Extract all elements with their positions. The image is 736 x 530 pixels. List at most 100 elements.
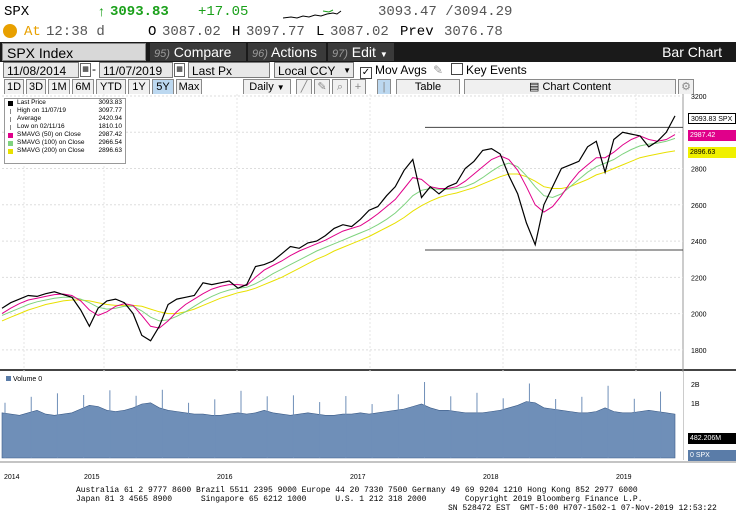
y-tick-label: 2000: [691, 312, 707, 319]
period-button-5y[interactable]: 5Y: [152, 79, 174, 95]
start-date: 11/08/2014: [7, 64, 67, 78]
chart-icon: ▤: [529, 81, 540, 93]
chart-title: Bar Chart: [662, 44, 722, 60]
legend-value: 3093.83: [98, 99, 123, 106]
sma200-tag-label: 2896.63: [690, 149, 716, 156]
annotate-button[interactable]: ✎: [314, 79, 330, 95]
price-field-select[interactable]: Last Px: [188, 62, 270, 78]
chart-content-button[interactable]: ▤ Chart Content: [464, 79, 676, 95]
line-style-button[interactable]: ╱: [296, 79, 312, 95]
x-tick-label: 2015: [84, 474, 100, 481]
end-date-field[interactable]: 11/07/2019: [99, 62, 173, 78]
low-label: L: [316, 24, 325, 40]
sma200-tag: 2896.63: [688, 147, 736, 158]
legend-label: Low on 02/11/16: [17, 123, 65, 130]
period-button-max[interactable]: Max: [176, 79, 202, 95]
open-value: 3087.02: [162, 24, 221, 40]
sparkline-icon: [283, 9, 342, 19]
compare-label: Compare: [173, 44, 232, 60]
zoom-button[interactable]: ⌕: [332, 79, 348, 95]
legend-swatch-icon: [10, 125, 11, 130]
volume-label: Volume: [12, 376, 37, 383]
crosshair-button[interactable]: +: [350, 79, 366, 95]
checkbox-icon: [451, 63, 463, 75]
function-toolbar: SPX Index 95) Compare 96) Actions ▼ 97) …: [0, 42, 736, 79]
calendar-icon[interactable]: ▦: [80, 63, 91, 77]
legend-swatch-icon: [8, 141, 13, 146]
dropdown-arrow-icon: ▼: [276, 83, 285, 92]
volume-tick-label: 1B: [691, 401, 700, 408]
volume-value: 0: [38, 376, 43, 383]
y-tick-label: 3200: [691, 94, 707, 101]
interval-button[interactable]: |: [377, 79, 391, 95]
actions-button[interactable]: 96) Actions ▼: [248, 43, 326, 79]
key-events-label: Key Events: [466, 63, 527, 77]
footer-line-2: Japan 81 3 4565 8900 Singapore 65 6212 1…: [76, 495, 643, 504]
edit-button[interactable]: 97) Edit ▼: [328, 43, 394, 61]
end-date: 11/07/2019: [103, 64, 163, 78]
high-label: H: [232, 24, 241, 40]
start-date-field[interactable]: 11/08/2014: [3, 62, 79, 78]
period-button-3d[interactable]: 3D: [26, 79, 46, 95]
legend-value: 2420.94: [98, 115, 123, 122]
legend-row: Low on 02/11/16 1810.10: [5, 123, 125, 131]
up-arrow-icon: ↑: [98, 3, 105, 19]
legend-swatch-icon: [10, 117, 11, 122]
high-value: 3097.77: [246, 24, 305, 40]
open-label: O: [148, 24, 157, 40]
zero-tag: 0 SPX: [688, 450, 736, 461]
table-button[interactable]: Table: [396, 79, 460, 95]
pencil-icon[interactable]: ✎: [433, 63, 444, 77]
prev-value: 3076.78: [444, 24, 503, 40]
mov-avgs-toggle[interactable]: ✓ Mov Avgs: [360, 63, 427, 79]
y-tick-label: 2400: [691, 239, 707, 246]
compare-number: 95): [154, 48, 170, 60]
x-tick-label: 2019: [616, 474, 632, 481]
quote-header: SPX ↑ 3093.83 +17.05 3093.47 /3094.29 At…: [0, 0, 736, 42]
net-change: +17.05: [198, 4, 249, 20]
volume-tick-label: 2B: [691, 382, 700, 389]
compare-button[interactable]: 95) Compare: [150, 43, 246, 61]
period-button-6m[interactable]: 6M: [72, 79, 94, 95]
ticker-symbol: SPX: [4, 4, 30, 20]
edit-label: Edit: [351, 44, 376, 60]
y-tick-label: 2200: [691, 275, 707, 282]
x-tick-label: 2017: [350, 474, 366, 481]
currency-select[interactable]: Local CCY ▼: [274, 62, 354, 78]
period-button-1d[interactable]: 1D: [4, 79, 24, 95]
legend-swatch-icon: [8, 101, 13, 106]
period-button-1m[interactable]: 1M: [48, 79, 70, 95]
edit-number: 97): [332, 48, 348, 60]
series-line-sma: [1, 134, 676, 329]
last-price-tag: 3093.83 SPX: [688, 113, 736, 124]
legend-row: Last Price 3093.83: [5, 99, 125, 107]
period-button-1y[interactable]: 1Y: [128, 79, 150, 95]
mov-avgs-label: Mov Avgs: [375, 63, 427, 77]
y-tick-label: 1800: [691, 348, 707, 355]
currency-value: Local CCY: [278, 64, 336, 78]
key-events-toggle[interactable]: Key Events: [451, 63, 527, 77]
bid-ask: 3093.47 /3094.29: [378, 4, 513, 20]
period-button-ytd[interactable]: YTD: [96, 79, 126, 95]
legend-label: Last Price: [17, 99, 46, 106]
x-tick-label: 2018: [483, 474, 499, 481]
x-tick-label: 2014: [4, 474, 20, 481]
alert-icon[interactable]: [3, 24, 17, 38]
sma50-tag-label: 2987.42: [690, 132, 716, 139]
last-price: 3093.83: [110, 4, 169, 20]
price-field: Last Px: [192, 64, 233, 78]
low-value: 3087.02: [330, 24, 389, 40]
volume-swatch-icon: [6, 376, 11, 381]
legend-value: 2966.54: [98, 139, 123, 146]
calendar-icon[interactable]: ▦: [174, 63, 185, 77]
volume-legend: Volume 0: [6, 376, 42, 383]
legend-swatch-icon: [10, 109, 11, 114]
settings-gear-icon[interactable]: ⚙: [678, 79, 694, 95]
legend-row: SMAVG (50) on Close 2987.42: [5, 131, 125, 139]
legend-swatch-icon: [8, 149, 13, 154]
security-field[interactable]: SPX Index: [2, 43, 146, 61]
legend-value: 1810.10: [98, 123, 123, 130]
legend-value: 2987.42: [98, 131, 123, 138]
frequency-select[interactable]: Daily ▼: [243, 79, 291, 95]
footer-line-1: Australia 61 2 9777 8600 Brazil 5511 239…: [76, 486, 638, 495]
